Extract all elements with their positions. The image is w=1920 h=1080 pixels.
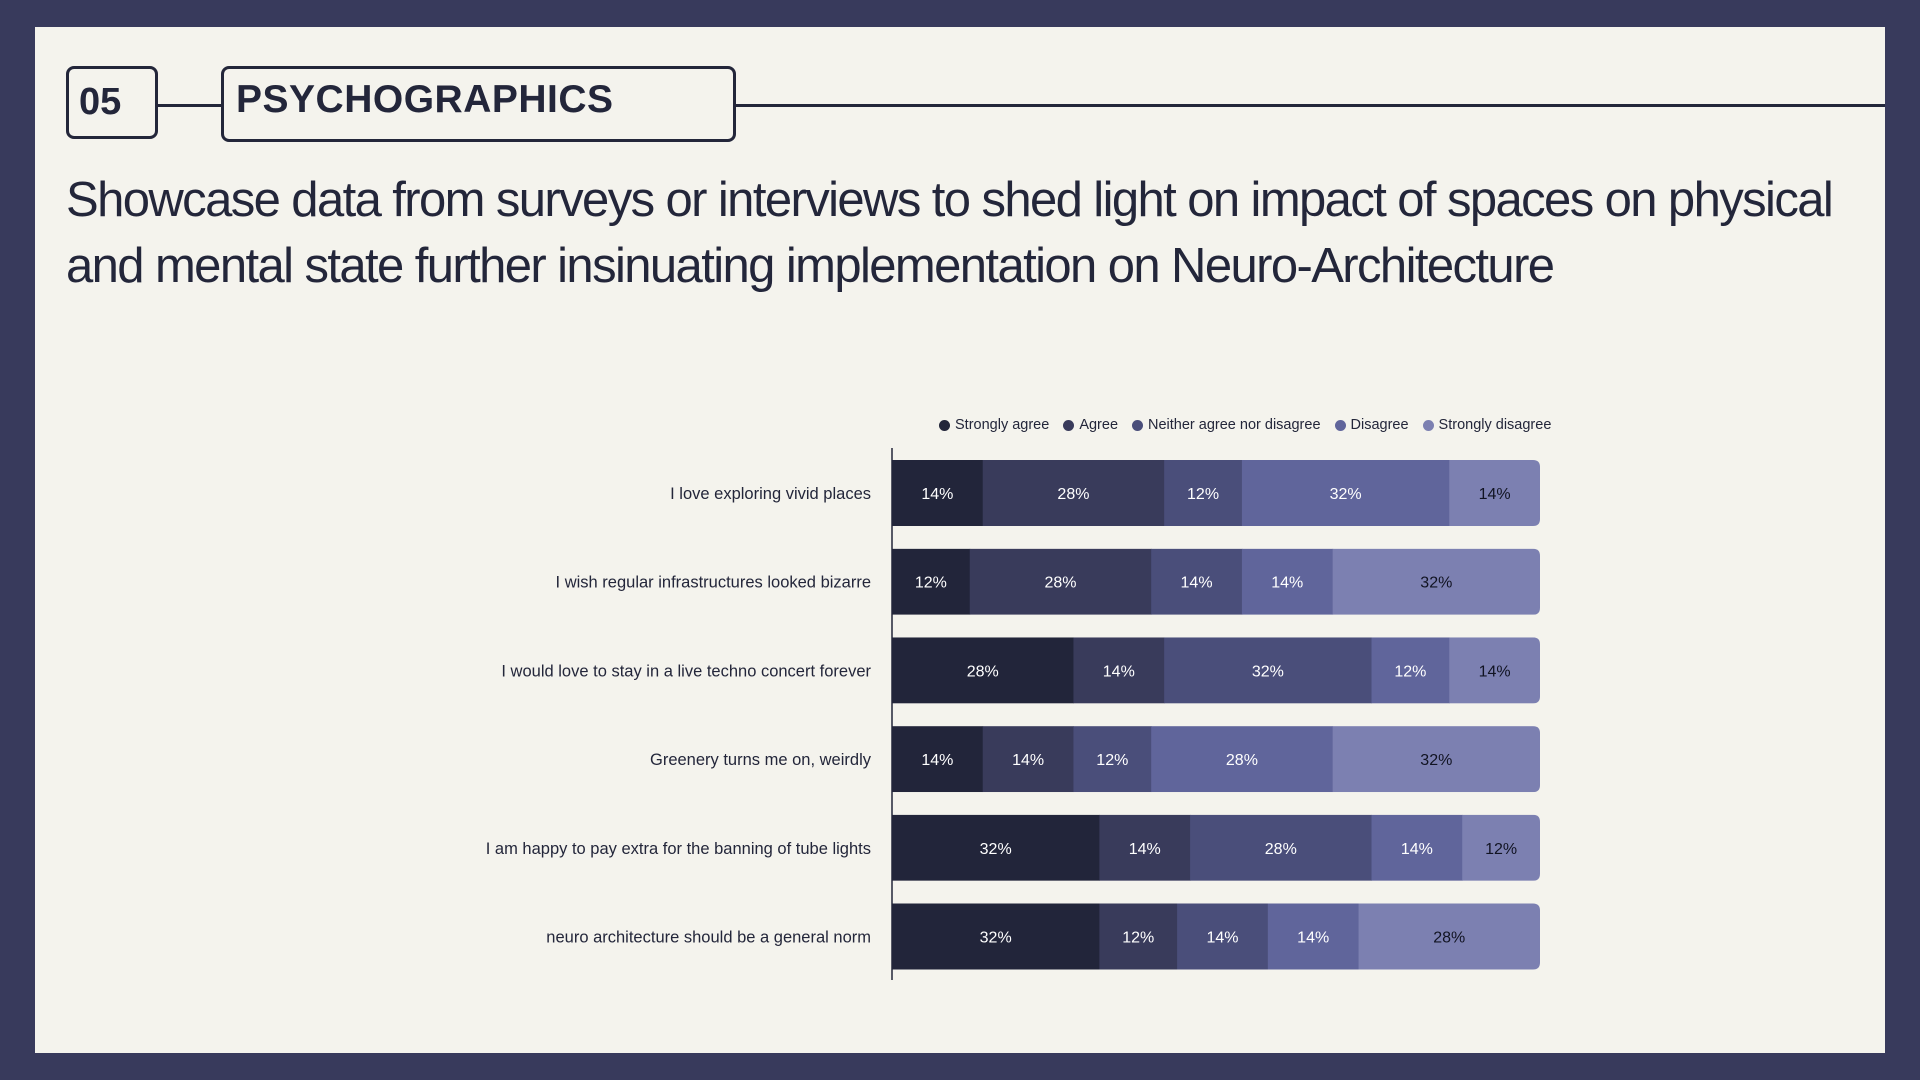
data-label: 32% bbox=[980, 841, 1012, 858]
bar-segment bbox=[1267, 903, 1360, 970]
section-title-box: PSYCHOGRAPHICS bbox=[221, 66, 736, 142]
bar-segment bbox=[1449, 637, 1540, 704]
section-title: PSYCHOGRAPHICS bbox=[236, 78, 614, 121]
bar-segment bbox=[892, 814, 1100, 881]
bar-row bbox=[892, 726, 1540, 793]
bar-segment bbox=[1332, 726, 1540, 793]
data-label: 12% bbox=[915, 575, 947, 592]
data-label: 14% bbox=[921, 486, 953, 503]
section-number-box: 05 bbox=[66, 66, 158, 139]
bar-segment bbox=[1151, 726, 1334, 793]
bar-row bbox=[892, 814, 1540, 881]
data-label: 32% bbox=[1252, 663, 1284, 680]
bar-segment bbox=[1332, 548, 1540, 615]
data-label: 12% bbox=[1096, 752, 1128, 769]
legend-label: Disagree bbox=[1350, 417, 1409, 433]
bar-segment bbox=[1241, 548, 1334, 615]
headline: Showcase data from surveys or interviews… bbox=[66, 173, 1834, 293]
section-number: 05 bbox=[79, 81, 122, 123]
data-label: 14% bbox=[1479, 486, 1511, 503]
header-rule bbox=[736, 104, 1885, 107]
bar-segment bbox=[1073, 637, 1165, 704]
slide-panel: 05 PSYCHOGRAPHICS Showcase data from sur… bbox=[35, 27, 1885, 1053]
bar-segment bbox=[1462, 814, 1540, 881]
data-label: 28% bbox=[967, 663, 999, 680]
legend-dot-icon bbox=[939, 419, 950, 431]
data-label: 28% bbox=[1265, 841, 1297, 858]
data-label: 14% bbox=[1181, 575, 1213, 592]
legend-item: Disagree bbox=[1334, 417, 1409, 433]
bar-segment bbox=[1073, 726, 1152, 793]
bar-segment bbox=[892, 637, 1074, 704]
bar-segment bbox=[1151, 548, 1243, 615]
data-label: 28% bbox=[1057, 486, 1089, 503]
category-label: Greenery turns me on, weirdly bbox=[650, 751, 872, 769]
category-label: neuro architecture should be a general n… bbox=[546, 929, 871, 947]
legend-dot-icon bbox=[1422, 419, 1434, 431]
legend-item: Strongly agree bbox=[939, 417, 1049, 433]
data-label: 12% bbox=[1122, 930, 1154, 947]
data-label: 12% bbox=[1187, 486, 1219, 503]
bar-segment bbox=[1449, 460, 1540, 526]
bar-segment bbox=[1190, 814, 1373, 881]
chart-legend: Strongly agree Agree Neither agree nor dis… bbox=[939, 417, 1551, 433]
bar-segment bbox=[1099, 903, 1178, 970]
data-label: 14% bbox=[1271, 575, 1303, 592]
bar-segment bbox=[1164, 637, 1373, 704]
bar-segment bbox=[1241, 460, 1450, 526]
data-label: 28% bbox=[1226, 752, 1258, 769]
data-label: 12% bbox=[1485, 841, 1517, 858]
data-label: 14% bbox=[1012, 752, 1044, 769]
data-label: 14% bbox=[1129, 841, 1161, 858]
legend-label: Agree bbox=[1079, 417, 1119, 433]
bar-segment bbox=[1371, 637, 1450, 704]
category-label: I wish regular infrastructures looked bi… bbox=[556, 574, 871, 592]
data-label: 32% bbox=[980, 930, 1012, 947]
bar-row bbox=[892, 903, 1540, 970]
data-label: 28% bbox=[1433, 930, 1465, 947]
data-label: 14% bbox=[1206, 930, 1238, 947]
bar-segment bbox=[982, 726, 1074, 793]
bar-segment bbox=[892, 903, 1100, 970]
data-label: 14% bbox=[1297, 930, 1329, 947]
legend-item: Neither agree nor disagree bbox=[1132, 417, 1321, 433]
data-label: 14% bbox=[1479, 663, 1511, 680]
bar-segment bbox=[892, 726, 984, 793]
bar-row bbox=[892, 460, 1540, 526]
legend-label: Strongly agree bbox=[955, 417, 1050, 433]
bar-segment bbox=[982, 460, 1165, 526]
category-label: I love exploring vivid places bbox=[670, 485, 871, 503]
legend-label: Strongly disagree bbox=[1438, 417, 1552, 433]
legend-label: Neither agree nor disagree bbox=[1148, 417, 1321, 433]
bar-row bbox=[892, 637, 1540, 704]
data-label: 14% bbox=[1401, 841, 1433, 858]
bar-segment bbox=[892, 548, 971, 615]
data-label: 32% bbox=[1420, 575, 1452, 592]
bar-segment bbox=[1177, 903, 1269, 970]
legend-dot-icon bbox=[1334, 419, 1346, 431]
data-label: 32% bbox=[1420, 752, 1452, 769]
legend-dot-icon bbox=[1063, 419, 1075, 431]
legend-item: Agree bbox=[1063, 417, 1118, 433]
data-label: 32% bbox=[1330, 486, 1362, 503]
data-label: 28% bbox=[1044, 575, 1076, 592]
bar-segment bbox=[969, 548, 1152, 615]
connector-line bbox=[158, 104, 221, 107]
category-label: I would love to stay in a live techno co… bbox=[501, 662, 871, 680]
bar-segment bbox=[1358, 903, 1540, 970]
bar-segment bbox=[1371, 814, 1463, 881]
data-label: 12% bbox=[1394, 663, 1426, 680]
bar-row bbox=[892, 548, 1540, 615]
bar-segment bbox=[892, 460, 984, 526]
bar-segment bbox=[1099, 814, 1191, 881]
bar-segment bbox=[1164, 460, 1243, 526]
legend-dot-icon bbox=[1132, 419, 1144, 431]
data-label: 14% bbox=[921, 752, 953, 769]
category-label: I am happy to pay extra for the banning … bbox=[486, 840, 871, 858]
legend-item: Strongly disagree bbox=[1422, 417, 1552, 433]
data-label: 14% bbox=[1103, 663, 1135, 680]
